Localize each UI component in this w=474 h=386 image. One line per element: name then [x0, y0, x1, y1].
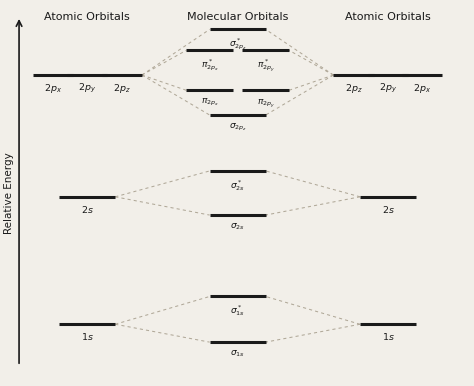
Text: $\pi^*_{2p_x}$: $\pi^*_{2p_x}$: [201, 57, 219, 73]
Text: Atomic Orbitals: Atomic Orbitals: [345, 12, 431, 22]
Text: $\sigma_{1s}$: $\sigma_{1s}$: [230, 349, 245, 359]
Text: Molecular Orbitals: Molecular Orbitals: [187, 12, 288, 22]
Text: $1s$: $1s$: [81, 331, 94, 342]
Text: $\sigma_{2p_z}$: $\sigma_{2p_z}$: [228, 122, 246, 133]
Text: $\sigma^*_{2p_z}$: $\sigma^*_{2p_z}$: [228, 36, 246, 52]
Text: Atomic Orbitals: Atomic Orbitals: [45, 12, 130, 22]
Text: $2s$: $2s$: [382, 204, 394, 215]
Text: $\sigma^*_{2s}$: $\sigma^*_{2s}$: [230, 178, 245, 193]
Text: $\sigma_{2s}$: $\sigma_{2s}$: [230, 222, 245, 232]
Text: $1s$: $1s$: [382, 331, 394, 342]
Text: $\pi^*_{2p_y}$: $\pi^*_{2p_y}$: [256, 57, 275, 74]
Text: $\pi_{2p_x}$: $\pi_{2p_x}$: [201, 97, 219, 108]
Text: $2p_y$: $2p_y$: [78, 82, 96, 95]
Text: $2p_z$: $2p_z$: [345, 82, 362, 95]
Text: $2p_z$: $2p_z$: [113, 82, 131, 95]
Text: $2p_x$: $2p_x$: [44, 82, 62, 95]
Text: $\sigma^*_{1s}$: $\sigma^*_{1s}$: [230, 303, 245, 318]
Text: $2p_y$: $2p_y$: [379, 82, 397, 95]
Text: $2p_x$: $2p_x$: [413, 82, 431, 95]
Text: $\pi_{2p_y}$: $\pi_{2p_y}$: [256, 97, 275, 110]
Text: $2s$: $2s$: [81, 204, 94, 215]
Text: Relative Energy: Relative Energy: [4, 152, 14, 234]
